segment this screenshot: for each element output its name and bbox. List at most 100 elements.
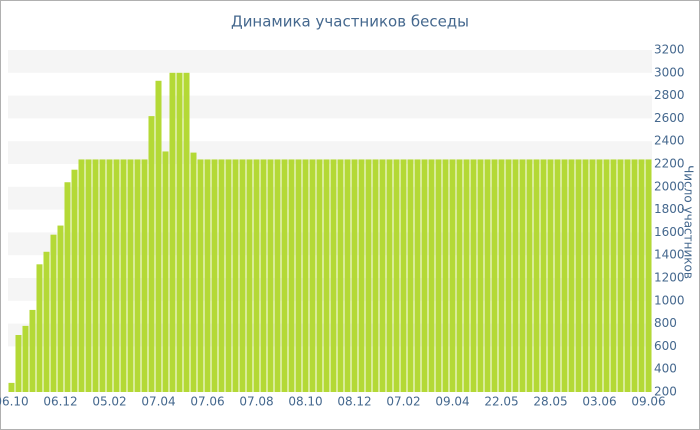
bar bbox=[624, 159, 631, 392]
bar bbox=[22, 325, 29, 392]
grid-band bbox=[8, 232, 652, 256]
bar bbox=[540, 159, 547, 392]
bar bbox=[323, 159, 330, 392]
bar bbox=[169, 72, 176, 393]
bar bbox=[295, 159, 302, 392]
bar bbox=[232, 159, 239, 392]
bar bbox=[246, 159, 253, 392]
bar bbox=[645, 159, 652, 392]
bar bbox=[400, 159, 407, 392]
bar bbox=[281, 159, 288, 392]
bar bbox=[15, 335, 22, 392]
bar bbox=[519, 159, 526, 392]
bar bbox=[610, 159, 617, 392]
bar bbox=[141, 159, 148, 392]
x-tick-label: 05.02 bbox=[92, 395, 126, 409]
bar bbox=[344, 159, 351, 392]
bar bbox=[64, 182, 71, 392]
x-tick-label: 07.04 bbox=[141, 395, 175, 409]
bar bbox=[386, 159, 393, 392]
bar bbox=[134, 159, 141, 392]
bar bbox=[589, 159, 596, 392]
bar bbox=[148, 116, 155, 393]
bar bbox=[617, 159, 624, 392]
bar bbox=[428, 159, 435, 392]
bar bbox=[435, 159, 442, 392]
y-tick-label: 200 bbox=[654, 385, 677, 399]
x-tick-label: 07.02 bbox=[386, 395, 420, 409]
y-tick-label: 2200 bbox=[654, 157, 685, 171]
bar bbox=[29, 309, 36, 392]
bar bbox=[547, 159, 554, 392]
bar bbox=[113, 159, 120, 392]
chart-title: Динамика участников беседы bbox=[231, 13, 469, 31]
bar bbox=[414, 159, 421, 392]
bar bbox=[526, 159, 533, 392]
bar bbox=[393, 159, 400, 392]
y-tick-label: 2600 bbox=[654, 111, 685, 125]
bar bbox=[505, 159, 512, 392]
bar bbox=[491, 159, 498, 392]
x-tick-label: 06.12 bbox=[43, 395, 77, 409]
grid-band bbox=[8, 50, 652, 73]
bar bbox=[449, 159, 456, 392]
bar bbox=[533, 159, 540, 392]
bar bbox=[36, 264, 43, 392]
grid-band bbox=[8, 186, 652, 210]
bar bbox=[582, 159, 589, 392]
x-tick-label: 07.06 bbox=[190, 395, 224, 409]
y-tick-label: 1800 bbox=[654, 202, 685, 216]
x-tick-label: 28.05 bbox=[533, 395, 567, 409]
bar bbox=[484, 159, 491, 392]
bar bbox=[330, 159, 337, 392]
bar bbox=[183, 72, 190, 393]
y-tick-label: 2400 bbox=[654, 134, 685, 148]
grid-band bbox=[8, 323, 652, 347]
bar bbox=[85, 159, 92, 392]
bar bbox=[316, 159, 323, 392]
y-tick-label: 3200 bbox=[654, 43, 685, 57]
x-tick-label: 07.08 bbox=[239, 395, 273, 409]
bar bbox=[99, 159, 106, 392]
bar bbox=[162, 151, 169, 392]
bar bbox=[274, 159, 281, 392]
bar bbox=[155, 80, 162, 392]
bar bbox=[253, 159, 260, 392]
bar bbox=[92, 159, 99, 392]
y-tick-label: 2800 bbox=[654, 88, 685, 102]
bar bbox=[596, 159, 603, 392]
bar bbox=[379, 159, 386, 392]
bar bbox=[337, 159, 344, 392]
x-tick-label: 08.12 bbox=[337, 395, 371, 409]
bar bbox=[561, 159, 568, 392]
bar bbox=[554, 159, 561, 392]
grid-band bbox=[8, 95, 652, 119]
bar bbox=[43, 251, 50, 392]
bar bbox=[71, 169, 78, 392]
bar bbox=[631, 159, 638, 392]
y-axis-title: Число участников bbox=[682, 165, 696, 279]
bar bbox=[267, 159, 274, 392]
y-tick-label: 1400 bbox=[654, 248, 685, 262]
bar bbox=[218, 159, 225, 392]
bar bbox=[512, 159, 519, 392]
bar bbox=[239, 159, 246, 392]
bar bbox=[358, 159, 365, 392]
bar bbox=[463, 159, 470, 392]
bar bbox=[456, 159, 463, 392]
bar bbox=[372, 159, 379, 392]
bar bbox=[407, 159, 414, 392]
y-tick-label: 600 bbox=[654, 339, 677, 353]
x-tick-label: 03.06 bbox=[582, 395, 616, 409]
y-tick-label: 1600 bbox=[654, 225, 685, 239]
x-tick-label: 09.04 bbox=[435, 395, 469, 409]
x-tick-label: 08.10 bbox=[288, 395, 322, 409]
bar bbox=[309, 159, 316, 392]
bar bbox=[568, 159, 575, 392]
bar bbox=[57, 225, 64, 392]
grid-band bbox=[8, 278, 652, 301]
bar bbox=[176, 72, 183, 393]
bar bbox=[442, 159, 449, 392]
bar bbox=[302, 159, 309, 392]
